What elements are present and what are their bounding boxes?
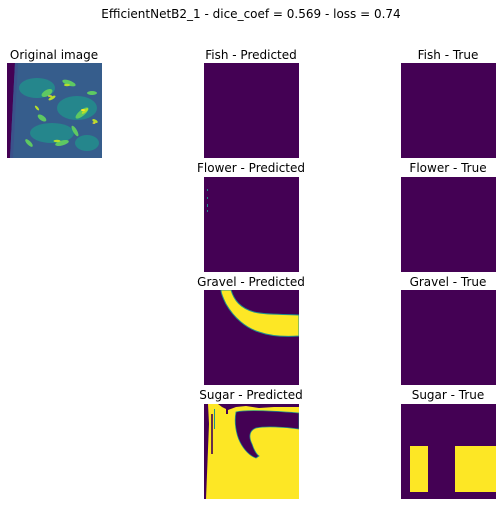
original-image-title: Original image xyxy=(9,48,99,62)
figure-suptitle: EfficientNetB2_1 - dice_coef = 0.569 - l… xyxy=(101,7,401,21)
gravel-true-mask xyxy=(401,290,496,385)
flower-true-mask xyxy=(401,177,496,272)
original-image xyxy=(7,63,102,158)
gravel-true-title: Gravel - True xyxy=(409,275,487,289)
fish-predicted-title: Fish - Predicted xyxy=(205,48,297,62)
gravel-predicted-mask xyxy=(204,290,299,385)
flower-predicted-mask xyxy=(204,177,299,272)
gravel-predicted-title: Gravel - Predicted xyxy=(197,275,305,289)
sugar-predicted-title: Sugar - Predicted xyxy=(199,388,303,402)
flower-predicted-title: Flower - Predicted xyxy=(197,161,305,175)
fish-true-mask xyxy=(401,63,496,158)
sugar-predicted-mask xyxy=(204,404,299,499)
fish-true-title: Fish - True xyxy=(417,48,479,62)
fish-predicted-mask xyxy=(204,63,299,158)
sugar-true-title: Sugar - True xyxy=(411,388,485,402)
sugar-true-mask xyxy=(401,404,496,499)
flower-true-title: Flower - True xyxy=(409,161,487,175)
